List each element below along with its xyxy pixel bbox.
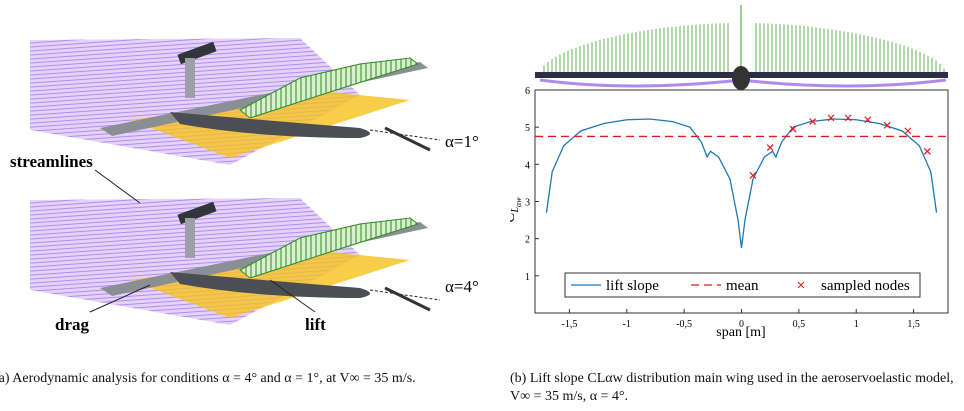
sample-marker [904, 127, 912, 135]
sample-marker [864, 116, 872, 124]
sample-marker [789, 125, 797, 133]
legend-swatch [797, 281, 805, 289]
caption-b: (b) Lift slope CLαw distribution main wi… [510, 371, 954, 404]
legend-label: lift slope [606, 278, 659, 294]
y-tick-label: 6 [525, 86, 530, 97]
y-label-subsub: αw [514, 197, 523, 207]
sample-marker [749, 172, 757, 179]
series-line [545, 118, 938, 249]
label: streamlines [10, 152, 93, 171]
caption-a: (a) Aerodynamic analysis for conditions … [0, 371, 416, 386]
legend-label: sampled nodes [821, 278, 910, 294]
sample-marker [766, 144, 774, 152]
y-tick-label: 4 [525, 160, 530, 171]
x-tick-label: 1,5 [907, 319, 920, 330]
y-label-sub: L [510, 207, 521, 214]
label: α=1° [445, 132, 479, 151]
legend-label: mean [726, 278, 759, 294]
x-axis-label: span [m] [716, 325, 765, 340]
y-tick-label: 1 [525, 272, 530, 283]
legend: lift slope mean sampled nodes [564, 272, 921, 298]
sample-marker [844, 114, 852, 122]
legend-box [564, 272, 921, 298]
pointer [94, 169, 141, 204]
x-tick-label: -1 [623, 319, 631, 330]
sample-marker [827, 114, 835, 122]
y-label-main: C [510, 212, 518, 223]
x-tick-label: -1,5 [561, 319, 577, 330]
x-tick-label: 0 [739, 319, 744, 330]
aero-illustration: streamlines drag lift α=1° α=4° [10, 36, 479, 334]
aircraft-alpha-1 [28, 36, 442, 167]
y-tick-label: 2 [525, 235, 530, 246]
label: lift [305, 315, 326, 334]
label: α=4° [445, 277, 479, 296]
y-axis-label: CLαw [510, 197, 523, 223]
y-tick-label: 5 [525, 123, 530, 134]
pointer [89, 284, 151, 313]
chart: span [m] CLαw 1 2 3 4 5 6 -1,5 -1 -0,5 0 0,5 1 1,5 li… [510, 5, 949, 340]
sample-marker [923, 147, 931, 155]
pointer [269, 279, 316, 313]
label: drag [55, 315, 90, 334]
aircraft-alpha-4 [28, 196, 442, 327]
x-tick-label: 0,5 [793, 319, 806, 330]
sample-marker [809, 118, 817, 126]
sample-marker [883, 121, 891, 129]
x-tick-label: -0,5 [676, 319, 692, 330]
fuselage [732, 66, 750, 90]
x-tick-label: 1 [854, 319, 859, 330]
y-tick-label: 3 [525, 198, 530, 209]
aircraft-front-view [535, 5, 948, 90]
